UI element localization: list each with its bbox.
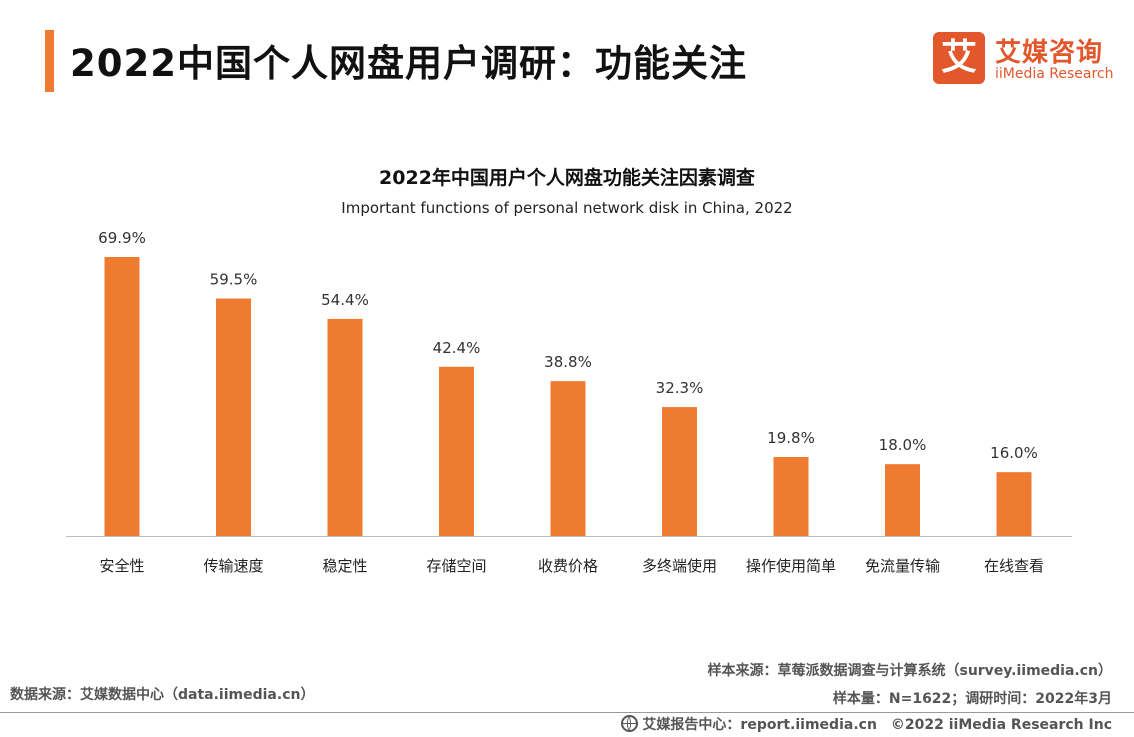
data-label: 32.3%: [656, 379, 704, 397]
sample-size: 样本量：N=1622；调研时间：2022年3月: [832, 691, 1112, 707]
data-label: 18.0%: [879, 436, 927, 454]
bar: [327, 318, 363, 536]
category-label: 传输速度: [203, 557, 263, 575]
title-accent-bar: [45, 30, 54, 92]
data-label: 42.4%: [433, 339, 481, 357]
data-label: 54.4%: [321, 291, 369, 309]
category-label: 稳定性: [322, 557, 367, 575]
bar: [550, 381, 586, 536]
chart-subtitle: Important functions of personal network …: [341, 199, 793, 217]
logo-en-text: iiMedia Research: [995, 66, 1114, 82]
data-label: 38.8%: [544, 353, 592, 371]
bar: [216, 298, 251, 536]
footer-divider: [0, 712, 1134, 713]
category-label: 操作使用简单: [746, 557, 836, 575]
bar: [104, 257, 140, 536]
data-label: 19.8%: [767, 429, 815, 447]
data-label: 16.0%: [990, 444, 1038, 462]
bar: [885, 464, 920, 536]
data-source: 数据来源：艾媒数据中心（data.iimedia.cn）: [10, 687, 315, 703]
category-label: 存储空间: [426, 557, 486, 575]
copyright: ©2022 iiMedia Research Inc: [890, 717, 1112, 733]
data-label: 59.5%: [210, 271, 258, 289]
iimedia-logo: 艾 艾媒咨询 iiMedia Research: [933, 32, 1123, 86]
report-center: 艾媒报告中心：report.iimedia.cn: [642, 717, 877, 733]
logo-mark-icon: 艾: [933, 32, 985, 84]
data-label: 69.9%: [98, 229, 146, 247]
bar: [439, 366, 474, 536]
bar: [662, 407, 697, 536]
chart-title: 2022年中国用户个人网盘功能关注因素调查: [379, 167, 755, 189]
category-label: 安全性: [99, 557, 144, 575]
page-title: 2022中国个人网盘用户调研：功能关注: [70, 42, 747, 85]
sample-source: 样本来源：草莓派数据调查与计算系统（survey.iimedia.cn）: [707, 663, 1112, 679]
logo-cn-text: 艾媒咨询: [995, 38, 1104, 68]
category-label: 免流量传输: [865, 557, 940, 575]
category-label: 多终端使用: [642, 557, 717, 575]
globe-icon: [621, 715, 639, 732]
footer-bottom: 艾媒报告中心：report.iimedia.cn ©2022 iiMedia Re…: [621, 714, 1112, 734]
bar: [996, 472, 1032, 536]
category-label: 在线查看: [984, 557, 1044, 575]
category-label: 收费价格: [538, 557, 598, 575]
bar: [773, 456, 809, 536]
